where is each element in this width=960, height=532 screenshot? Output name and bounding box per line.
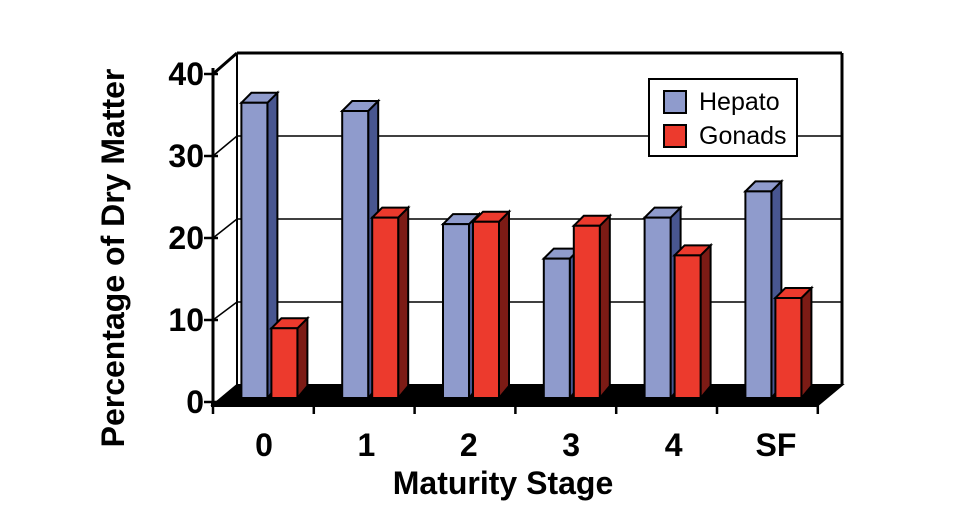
legend-label-gonads: Gonads xyxy=(699,121,787,150)
y-tick-label-30: 30 xyxy=(168,138,204,174)
gridline-connector xyxy=(212,218,238,239)
bar-hepato-3 xyxy=(542,257,571,399)
bar-side-gonads-2 xyxy=(498,209,510,401)
y-axis-title: Percentage of Dry Matter xyxy=(95,68,131,448)
bar-gonads-SF xyxy=(774,296,803,399)
bar-side-gonads-4 xyxy=(699,242,712,401)
bar-side-gonads-SF xyxy=(800,285,813,401)
gridline-connector xyxy=(212,135,238,157)
hepato-swatch xyxy=(663,90,687,114)
legend-label-hepato: Hepato xyxy=(699,87,780,116)
bar-side-gonads-0 xyxy=(296,315,309,401)
bar-gonads-4 xyxy=(673,254,702,399)
bar-gonads-1 xyxy=(371,216,400,399)
y-tick-label-0: 0 xyxy=(186,384,204,420)
legend: Hepato Gonads xyxy=(648,78,798,157)
x-tick-label-3: 3 xyxy=(562,427,581,463)
frame-top-left-diagonal xyxy=(212,51,238,76)
y-tick-label-20: 20 xyxy=(168,220,204,256)
bar-hepato-2 xyxy=(442,223,470,399)
bar-side-gonads-3 xyxy=(598,213,611,401)
x-tick-label-SF: SF xyxy=(755,427,797,463)
bar-gonads-2 xyxy=(472,220,500,399)
x-axis-title: Maturity Stage xyxy=(392,465,614,501)
x-tick-label-0: 0 xyxy=(255,427,273,463)
bar-hepato-SF xyxy=(744,190,773,399)
legend-item-hepato: Hepato xyxy=(663,85,796,119)
bar-gonads-3 xyxy=(572,224,601,399)
bar-side-gonads-1 xyxy=(397,205,410,401)
bar-hepato-4 xyxy=(643,216,672,399)
y-tick-label-40: 40 xyxy=(168,56,204,92)
gridline-connector xyxy=(212,301,238,321)
bar-hepato-1 xyxy=(341,110,370,399)
x-tick-label-4: 4 xyxy=(664,427,683,463)
x-tick-label-2: 2 xyxy=(459,427,478,463)
gonads-swatch xyxy=(663,124,687,148)
x-tick-label-1: 1 xyxy=(357,427,376,463)
legend-item-gonads: Gonads xyxy=(663,119,796,153)
bar-gonads-0 xyxy=(270,327,299,399)
y-tick-label-10: 10 xyxy=(168,302,204,338)
bar-hepato-0 xyxy=(240,101,269,399)
